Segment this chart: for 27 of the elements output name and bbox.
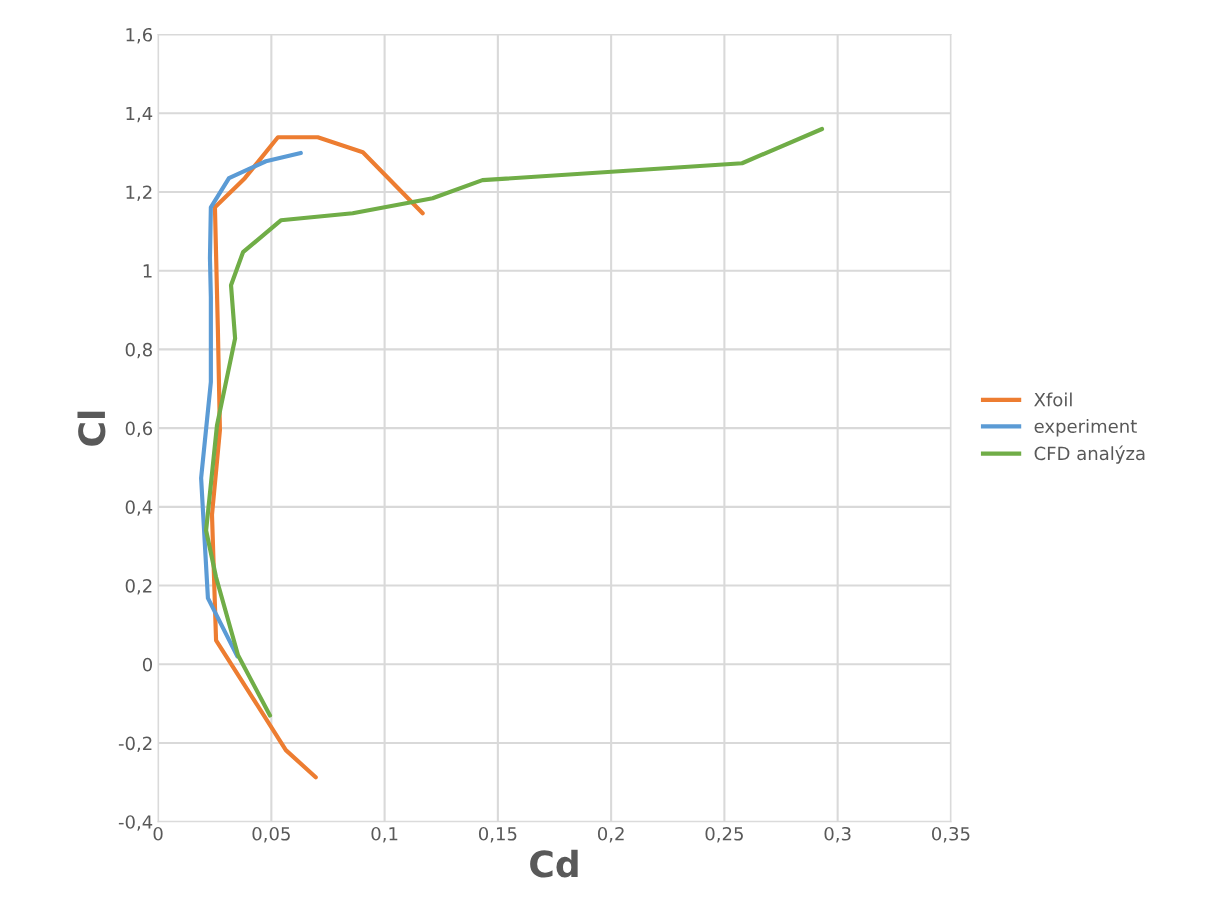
legend-label: experiment: [1034, 419, 1137, 437]
y-tick-label: -0,2: [118, 736, 152, 752]
line-series: [204, 126, 825, 718]
y-tick-label: 1: [143, 264, 152, 278]
x-tick-label: 0,05: [252, 826, 290, 843]
x-tick-label: 0,25: [705, 826, 743, 843]
y-tick-label: 0: [142, 657, 153, 672]
y-tick-label: 1,6: [126, 27, 153, 44]
legend-label: CFD analýza: [1034, 445, 1145, 464]
legend-label: Xfoil: [1034, 392, 1072, 407]
x-tick-label: 0,2: [597, 826, 624, 843]
line-series: [209, 135, 425, 780]
x-tick-label: 0,1: [371, 826, 398, 843]
x-tick-label: 0,3: [824, 826, 851, 843]
line-series: [199, 150, 303, 659]
y-tick-label: 1,2: [126, 185, 152, 201]
y-tick-label: 1,4: [126, 106, 153, 123]
y-tick-label: 0,8: [125, 342, 152, 359]
y-tick-label: 0,2: [125, 579, 152, 595]
x-tick-label: 0,15: [478, 826, 517, 843]
x-tick-label: 0,35: [932, 826, 970, 843]
y-axis-title: Cl: [77, 411, 106, 446]
y-tick-label: 0,4: [125, 500, 153, 516]
y-tick-label: 0,6: [125, 421, 153, 438]
x-axis-title: Cd: [530, 849, 578, 878]
x-tick-label: 0: [153, 826, 163, 841]
y-tick-label: -0,4: [118, 815, 153, 831]
